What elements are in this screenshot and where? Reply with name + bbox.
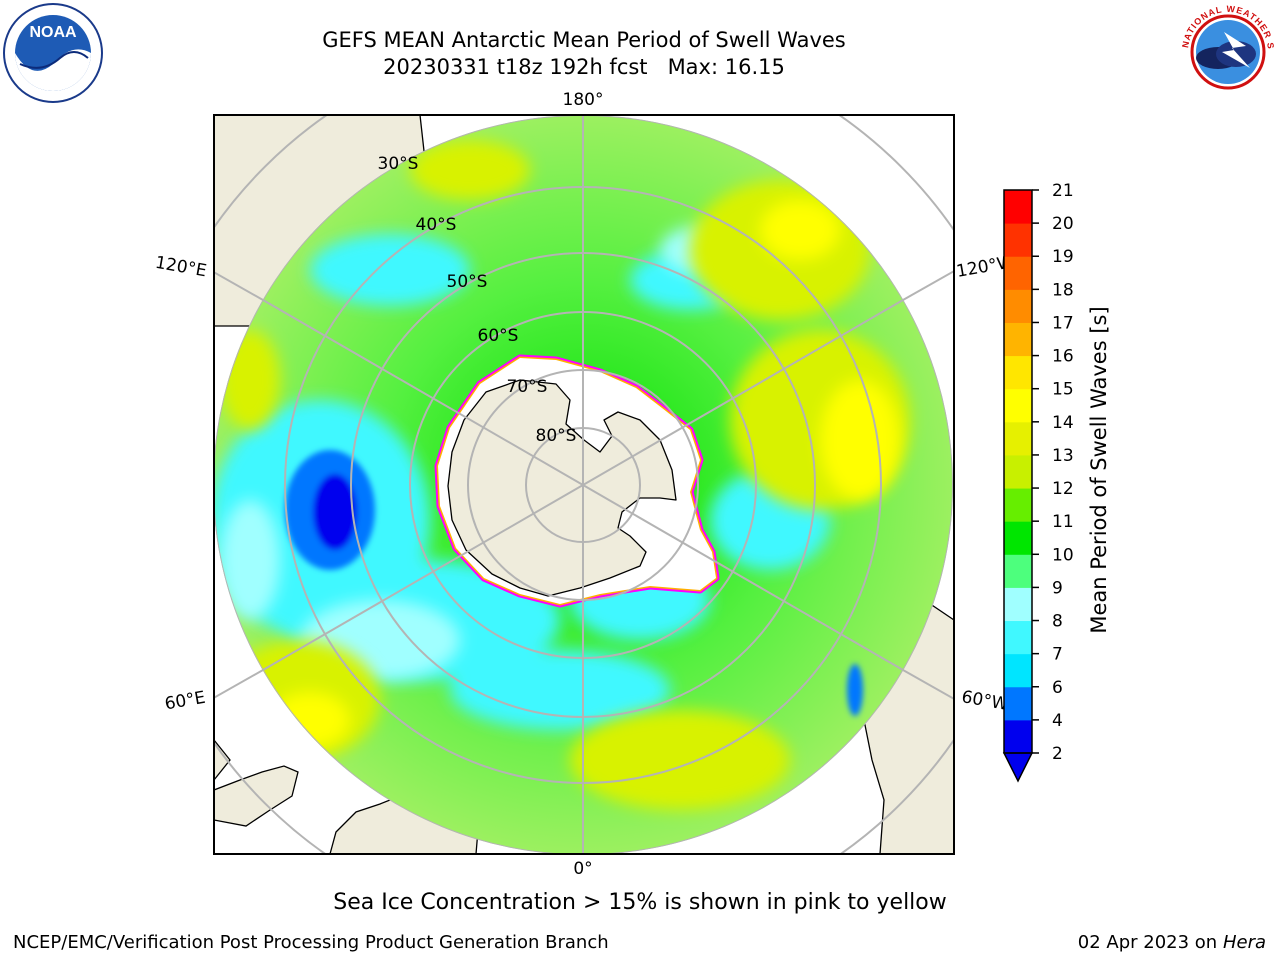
colorbar-tick-label: 21	[1052, 181, 1074, 201]
colorbar-tick-label: 16	[1052, 347, 1074, 367]
colorbar-swatch	[1004, 620, 1032, 655]
colorbar-swatch	[1004, 719, 1032, 754]
noaa-logo-text: NOAA	[29, 24, 77, 41]
colorbar-tick-label: 9	[1052, 578, 1063, 598]
colorbar-swatch	[1004, 421, 1032, 456]
colorbar-swatch	[1004, 587, 1032, 622]
colorbar-swatch	[1004, 223, 1032, 257]
colorbar-tick-label: 17	[1052, 313, 1074, 333]
lon-label-60e: 60°E	[163, 688, 207, 715]
lon-label-0: 0°	[573, 859, 592, 879]
colorbar-swatch	[1004, 289, 1032, 323]
colorbar-tick-label: 13	[1052, 446, 1074, 466]
lat-label-80s: 80°S	[536, 426, 577, 446]
meridian-60w	[582, 484, 904, 671]
lat-label-30s: 30°S	[378, 154, 419, 174]
meridian-120w	[582, 299, 904, 486]
colorbar-tick-label: 7	[1052, 645, 1063, 665]
southern-africa-land	[214, 738, 231, 782]
lat-label-40s: 40°S	[416, 215, 457, 235]
colorbar-label: Mean Period of Swell Waves [s]	[1087, 306, 1111, 633]
colorbar-swatch	[1004, 190, 1032, 224]
colorbar-swatch	[1004, 322, 1032, 357]
colorbar-tick-label: 15	[1052, 380, 1074, 400]
colorbar-swatch	[1004, 454, 1032, 489]
generation-date-text: 02 Apr 2023 on	[1077, 932, 1223, 953]
colorbar-tick-label: 18	[1052, 280, 1074, 300]
graticule	[213, 115, 953, 855]
colorbar-swatch	[1004, 521, 1032, 555]
map-title: GEFS MEAN Antarctic Mean Period of Swell…	[322, 28, 846, 52]
host-name: Hera	[1222, 932, 1266, 953]
colorbar-swatch	[1004, 388, 1032, 423]
colorbar-tick-label: 2	[1052, 744, 1063, 764]
meridian-60e	[262, 484, 584, 671]
lon-label-180: 180°	[563, 90, 604, 110]
noaa-logo: NOAA	[3, 3, 103, 103]
colorbar-swatch	[1004, 554, 1032, 588]
nws-logo: NATIONAL WEATHER SERVICE	[1178, 2, 1276, 100]
meridian-120e	[262, 299, 584, 486]
colorbar-swatch	[1004, 653, 1032, 688]
producer-credit: NCEP/EMC/Verification Post Processing Pr…	[13, 932, 609, 953]
antarctica-land	[447, 379, 677, 597]
lon-label-120e: 120°E	[154, 253, 208, 282]
colorbar-tick-label: 6	[1052, 678, 1063, 698]
colorbar-tick-label: 20	[1052, 214, 1074, 234]
lat-label-50s: 50°S	[447, 272, 488, 292]
lat-label-70s: 70°S	[507, 377, 548, 397]
colorbar-swatch	[1004, 355, 1032, 390]
colorbar-tick-label: 19	[1052, 247, 1074, 267]
colorbar-extend-arrow	[1002, 752, 1034, 783]
graticule-outer	[214, 115, 954, 854]
colorbar-tick-label: 12	[1052, 479, 1074, 499]
colorbar-tick-label: 14	[1052, 413, 1074, 433]
colorbar-swatch	[1004, 686, 1032, 721]
colorbar: 2 4 6 7 8 9 10 11 12 13 14 15 16 17 18 19 20 21	[1002, 181, 1074, 783]
sea-ice-note: Sea Ice Concentration > 15% is shown in …	[333, 890, 947, 915]
colorbar-tick-label: 8	[1052, 612, 1063, 632]
colorbar-swatch	[1004, 256, 1032, 290]
colorbar-outline	[1003, 189, 1033, 754]
colorbar-tick-label: 4	[1052, 711, 1063, 731]
colorbar-swatch	[1004, 488, 1032, 522]
lon-label-60w: 60°W	[960, 687, 1010, 715]
lat-label-60s: 60°S	[478, 326, 519, 346]
generation-date: 02 Apr 2023 on Hera	[1078, 932, 1266, 953]
map-subtitle: 20230331 t18z 192h fcst Max: 16.15	[383, 55, 785, 79]
colorbar-tick-label: 11	[1052, 512, 1074, 532]
map-border	[213, 114, 955, 855]
colorbar-tick-label: 10	[1052, 545, 1074, 565]
madagascar-land	[214, 765, 299, 827]
